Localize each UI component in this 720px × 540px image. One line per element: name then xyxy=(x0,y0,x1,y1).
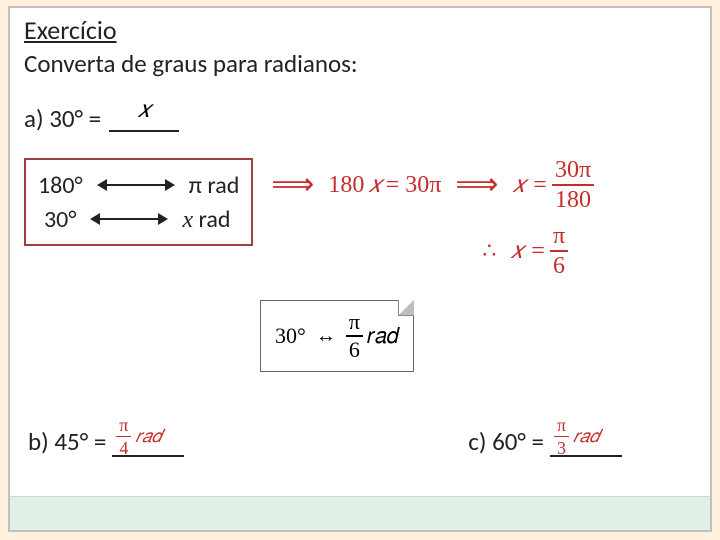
item-b-answer: π4 𝑟𝑎𝑑 xyxy=(116,416,162,457)
result-box: 30° ↔ π 6 𝑟𝑎𝑑 xyxy=(260,300,414,372)
map-r2-var: x xyxy=(182,207,193,233)
double-arrow-icon xyxy=(97,177,175,193)
page-fold-icon xyxy=(398,300,414,316)
result-tail: 𝑟𝑎𝑑 xyxy=(367,323,400,349)
fraction-pi-6-result: π 6 xyxy=(346,311,363,361)
exercise-title: Exercício xyxy=(24,14,696,46)
items-bc-row: b) 45° = π4 𝑟𝑎𝑑 c) 60° = π3 𝑟𝑎𝑑 xyxy=(28,426,692,457)
implies-icon: ⟹ xyxy=(271,170,314,200)
item-a-blank: 𝑥 xyxy=(109,105,179,133)
map-row-2: 30° x rad xyxy=(38,202,239,236)
equation-row-2: ∴ 𝑥 = π 6 xyxy=(271,224,594,278)
map-r1-left: 180° xyxy=(38,171,83,200)
item-a-label: a) 30° = xyxy=(24,103,101,134)
item-c-blank: π3 𝑟𝑎𝑑 xyxy=(550,430,622,458)
item-a-line: a) 30° = 𝑥 xyxy=(24,103,696,134)
item-b-blank: π4 𝑟𝑎𝑑 xyxy=(112,430,184,458)
fraction-30pi-180: 30π 180 xyxy=(552,158,594,212)
item-b: b) 45° = π4 𝑟𝑎𝑑 xyxy=(28,426,184,457)
implies-icon: ⟹ xyxy=(455,170,498,200)
map-row-1: 180° π rad xyxy=(38,168,239,202)
mapping-and-derivation: 180° π rad 30° x rad ⟹ 180𝑥 = 30π ⟹ xyxy=(24,158,696,278)
leftrightarrow-icon: ↔ xyxy=(316,325,336,348)
item-b-label: b) 45° = xyxy=(28,426,106,457)
map-r1-right: π rad xyxy=(189,171,240,200)
exercise-subtitle: Converta de graus para radianos: xyxy=(24,48,696,79)
slide-area: Exercício Converta de graus para radiano… xyxy=(8,6,712,532)
result-right: π 6 𝑟𝑎𝑑 xyxy=(346,311,400,361)
bottom-bar xyxy=(10,496,710,530)
map-r2-tail: rad xyxy=(193,205,230,234)
double-arrow-icon xyxy=(90,211,168,227)
item-c: c) 60° = π3 𝑟𝑎𝑑 xyxy=(468,426,622,457)
therefore-icon: ∴ xyxy=(482,238,496,264)
fraction-pi-6: π 6 xyxy=(550,224,568,278)
eq3: 𝑥 = π 6 xyxy=(510,224,568,278)
map-r2-right: x rad xyxy=(182,205,230,234)
eq1: 180𝑥 = 30π xyxy=(328,172,441,199)
equation-row-1: ⟹ 180𝑥 = 30π ⟹ 𝑥 = 30π 180 xyxy=(271,158,594,212)
result-left: 30° xyxy=(275,323,306,349)
eq2: 𝑥 = 30π 180 xyxy=(512,158,594,212)
map-r2-left: 30° xyxy=(38,205,76,234)
equation-stack: ⟹ 180𝑥 = 30π ⟹ 𝑥 = 30π 180 ∴ 𝑥 = xyxy=(271,158,594,278)
item-c-label: c) 60° = xyxy=(468,426,544,457)
item-a-answer-x: 𝑥 xyxy=(137,97,150,124)
item-c-answer: π3 𝑟𝑎𝑑 xyxy=(554,416,600,457)
proportion-box: 180° π rad 30° x rad xyxy=(24,158,253,246)
